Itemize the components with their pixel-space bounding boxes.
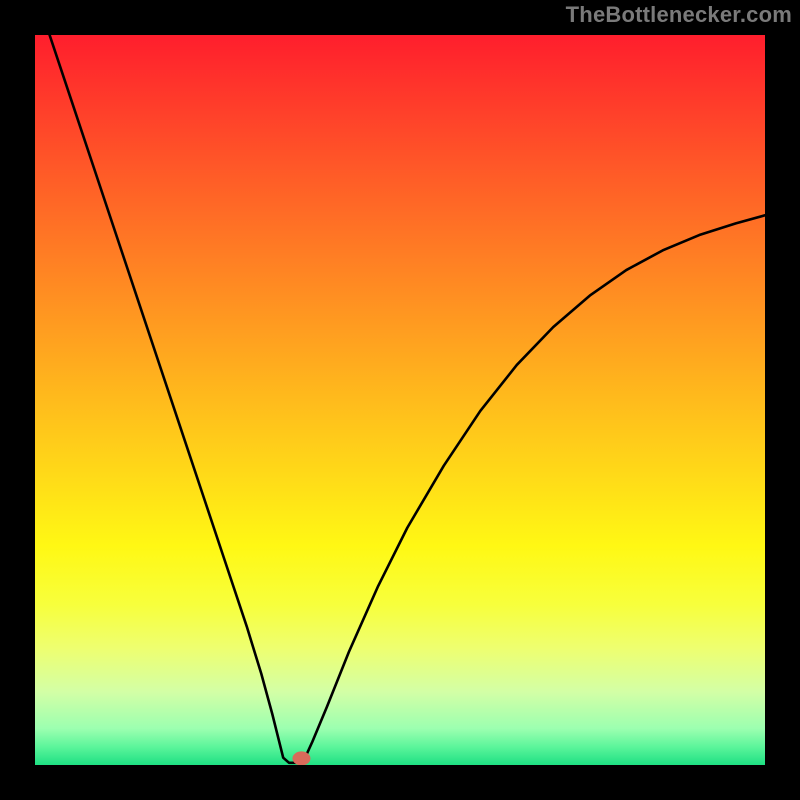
watermark-text: TheBottlenecker.com	[566, 2, 792, 28]
chart-frame: TheBottlenecker.com	[0, 0, 800, 800]
plot-area	[35, 35, 765, 765]
gradient-background	[35, 35, 765, 765]
bottleneck-chart	[35, 35, 765, 765]
minimum-marker	[292, 751, 310, 765]
